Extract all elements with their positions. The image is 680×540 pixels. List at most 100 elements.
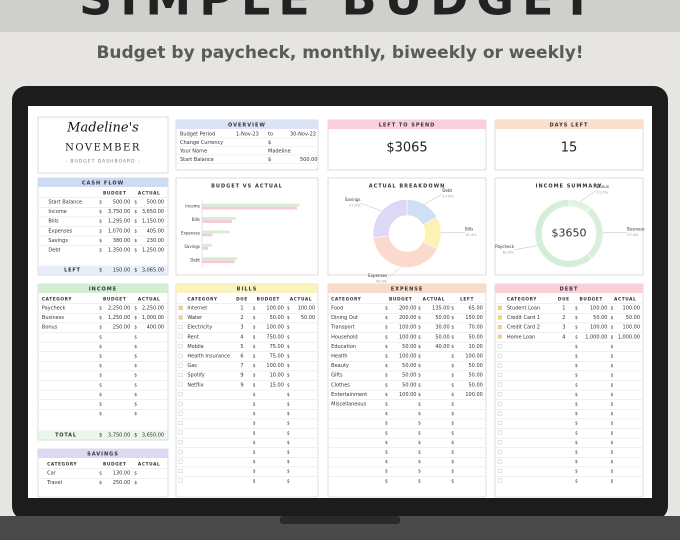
currency-sign: $: [287, 354, 290, 360]
amount: 50.00: [469, 382, 483, 388]
checkbox: [178, 440, 183, 445]
amount: 100.00: [590, 306, 608, 312]
category: Beauty: [331, 363, 349, 369]
checkbox: [497, 344, 502, 349]
currency-sign: $: [610, 411, 613, 417]
currency-sign: $: [418, 392, 421, 398]
currency-sign: $: [99, 315, 102, 321]
category: Car: [47, 471, 57, 477]
income-panel: [37, 283, 169, 441]
checkbox: [497, 449, 502, 454]
slice-label: Bonus: [597, 184, 609, 189]
column-header: ACTUAL: [138, 462, 160, 468]
amount: 1,000.00: [618, 334, 640, 340]
currency-sign: $: [385, 478, 388, 484]
panel-header: [328, 120, 486, 129]
category: Bills: [48, 219, 59, 225]
checkbox: [178, 469, 183, 474]
donut-slice: [372, 235, 438, 268]
category: Rent: [187, 334, 198, 340]
category: Bonus: [42, 325, 58, 331]
amount: 50.00: [270, 315, 284, 321]
panel-header: [495, 120, 643, 129]
due: 7: [240, 363, 243, 369]
checkbox: [497, 469, 502, 474]
slice-label: Bills: [465, 227, 473, 232]
bar: [202, 260, 235, 264]
checkbox: [497, 382, 502, 387]
panel-header: [38, 178, 168, 187]
currency-sign: $: [99, 228, 102, 234]
currency-sign: $: [575, 382, 578, 388]
category: Expenses: [48, 228, 72, 234]
currency-sign: $: [451, 315, 454, 321]
currency-sign: $: [99, 238, 102, 244]
currency-sign: $: [253, 334, 256, 340]
column-header: ACTUAL: [138, 191, 160, 197]
currency-sign: $: [451, 402, 454, 408]
category: Start Balance: [48, 200, 82, 206]
category: Gifts: [331, 373, 343, 379]
checkbox: [497, 478, 502, 483]
checkbox: [497, 440, 502, 445]
bar: [202, 203, 300, 207]
column-header: DUE: [236, 297, 248, 303]
chart-title: INCOME SUMMARY: [536, 184, 603, 190]
category: Debt: [48, 248, 60, 254]
currency-sign: $: [610, 392, 613, 398]
currency-sign: $: [575, 430, 578, 436]
currency-sign: $: [287, 430, 290, 436]
slice-value: 27.4%: [627, 233, 639, 237]
category: Paycheck: [42, 306, 66, 312]
currency-sign: $: [575, 392, 578, 398]
name-card: [37, 116, 169, 174]
amount: 50.00: [402, 363, 416, 369]
currency-sign: $: [385, 315, 388, 321]
checkbox: [497, 459, 502, 464]
amount: 10.00: [270, 373, 284, 379]
amount: 1,000.00: [142, 315, 164, 321]
currency-sign: $: [134, 219, 137, 225]
caption: - BUDGET DASHBOARD -: [65, 159, 140, 165]
checkbox: [497, 411, 502, 416]
bar: [202, 206, 297, 210]
amount: 50.00: [626, 315, 640, 321]
currency-sign: $: [253, 421, 256, 427]
category: Clothes: [331, 382, 350, 388]
currency-sign: $: [287, 363, 290, 369]
currency-sign: $: [287, 450, 290, 456]
amount: 75.00: [270, 344, 284, 350]
name: Madeline's: [66, 121, 139, 136]
bar: [202, 217, 236, 220]
currency-sign: $: [418, 363, 421, 369]
amount: 100.00: [399, 334, 417, 340]
amount: 100.00: [399, 392, 417, 398]
column-header: CATEGORY: [507, 297, 537, 303]
currency-sign: $: [610, 430, 613, 436]
currency-sign: $: [575, 411, 578, 417]
amount: 10.00: [469, 344, 483, 350]
amount: 100.00: [399, 354, 417, 360]
currency-sign: $: [610, 334, 613, 340]
currency-sign: $: [99, 344, 102, 350]
amount: 100.00: [298, 306, 316, 312]
category: Income: [48, 209, 66, 215]
currency-sign: $: [451, 363, 454, 369]
due: 2: [240, 315, 243, 321]
currency-sign: $: [99, 433, 102, 439]
currency-sign: $: [451, 459, 454, 465]
panel-title: EXPENSE: [391, 286, 424, 292]
checkbox: [497, 430, 502, 435]
panel-header: [176, 120, 318, 129]
currency-sign: $: [451, 450, 454, 456]
column-header: ACTUAL: [290, 297, 312, 303]
currency-sign: $: [99, 471, 102, 477]
bar: [202, 246, 208, 250]
category: Gas: [187, 363, 197, 369]
amount: 400.00: [147, 325, 165, 331]
currency-sign: $: [253, 315, 256, 321]
overview-cell: 500.00: [300, 157, 318, 163]
currency-sign: $: [134, 306, 137, 312]
checkbox: [497, 392, 502, 397]
currency-sign: $: [451, 440, 454, 446]
